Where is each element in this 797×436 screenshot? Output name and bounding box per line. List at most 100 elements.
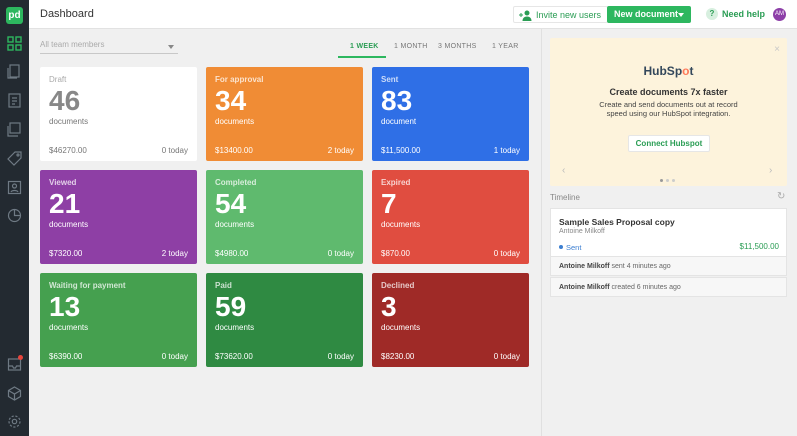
card-unit: documents: [215, 220, 255, 229]
connect-hubspot-button[interactable]: Connect Hubspot: [628, 135, 710, 152]
timeline-document-value: $11,500.00: [739, 242, 779, 251]
invite-users-button[interactable]: Invite new users: [513, 6, 609, 23]
invite-users-label: Invite new users: [536, 10, 602, 20]
card-amount: $11,500.00: [381, 146, 421, 155]
status-card-for-approval[interactable]: For approval 34 documents $13400.00 2 to…: [206, 67, 363, 161]
close-icon[interactable]: ×: [774, 44, 780, 55]
card-today: 2 today: [327, 146, 354, 155]
timeline-document-card[interactable]: Sample Sales Proposal copy Antoine Milko…: [550, 208, 787, 256]
hubspot-logo-sprocket: o: [682, 64, 690, 78]
card-amount: $73620.00: [215, 352, 253, 361]
catalog-icon[interactable]: [7, 151, 22, 166]
card-today: 0 today: [161, 146, 188, 155]
card-amount: $46270.00: [49, 146, 87, 155]
card-unit: document: [381, 117, 417, 126]
card-amount: $13400.00: [215, 146, 253, 155]
card-unit: documents: [215, 323, 255, 332]
status-card-waiting-for-payment[interactable]: Waiting for payment 13 documents $6390.0…: [40, 273, 197, 367]
contacts-icon[interactable]: [7, 180, 22, 195]
carousel-dots: [660, 169, 678, 187]
card-today: 0 today: [493, 249, 520, 258]
card-today: 0 today: [493, 352, 520, 361]
card-today: 0 today: [327, 249, 354, 258]
documents-icon[interactable]: [7, 64, 22, 79]
new-document-button[interactable]: New document: [607, 6, 691, 23]
chevron-left-icon[interactable]: ‹: [562, 165, 566, 176]
card-unit: documents: [215, 117, 255, 126]
card-today: 0 today: [161, 352, 188, 361]
card-count: 59: [215, 291, 247, 322]
team-members-placeholder: All team members: [40, 40, 105, 49]
avatar[interactable]: AM: [773, 8, 786, 21]
promo-description: Create and send documents out at record …: [599, 100, 738, 118]
card-label: For approval: [215, 75, 264, 84]
top-header: Dashboard Invite new users New document …: [29, 0, 797, 29]
timeline-document-author: Antoine Milkoff: [559, 228, 605, 235]
card-label: Sent: [381, 75, 399, 84]
left-nav-rail: pd: [0, 0, 29, 436]
status-badge: Sent: [559, 243, 581, 252]
status-card-completed[interactable]: Completed 54 documents $4980.00 0 today: [206, 170, 363, 264]
timeline-event: Antoine Milkoff sent 4 minutes ago: [550, 256, 787, 276]
card-count: 3: [381, 291, 397, 322]
promo-headline: Create documents 7x faster: [609, 87, 728, 97]
help-icon: ?: [706, 8, 718, 20]
add-user-icon: [519, 10, 532, 21]
panel-divider: [541, 29, 542, 436]
card-label: Waiting for payment: [49, 281, 126, 290]
settings-icon[interactable]: [7, 414, 22, 429]
integrations-icon[interactable]: [7, 386, 22, 401]
range-tab-1-month[interactable]: 1 MONTH: [394, 43, 428, 50]
chevron-down-icon: [168, 45, 174, 49]
card-amount: $7320.00: [49, 249, 83, 258]
timeline-event-user: Antoine Milkoff: [559, 263, 610, 270]
card-label: Viewed: [49, 178, 77, 187]
carousel-dot[interactable]: [666, 179, 669, 182]
team-members-select[interactable]: All team members: [40, 40, 178, 54]
card-label: Expired: [381, 178, 411, 187]
hubspot-logo: HubSpot: [550, 64, 787, 78]
card-count: 21: [49, 188, 81, 219]
need-help-button[interactable]: ? Need help: [706, 8, 765, 21]
hubspot-promo-card: × HubSpot Create documents 7x faster Cre…: [550, 38, 787, 186]
card-amount: $8230.00: [381, 352, 415, 361]
status-card-draft[interactable]: Draft 46 documents $46270.00 0 today: [40, 67, 197, 161]
need-help-label: Need help: [722, 9, 766, 19]
status-card-viewed[interactable]: Viewed 21 documents $7320.00 2 today: [40, 170, 197, 264]
card-count: 34: [215, 85, 247, 116]
inbox-icon[interactable]: [7, 357, 22, 372]
templates-icon[interactable]: [7, 93, 22, 108]
page-title: Dashboard: [40, 8, 94, 20]
reports-icon[interactable]: [7, 208, 22, 223]
card-unit: documents: [381, 220, 421, 229]
status-card-paid[interactable]: Paid 59 documents $73620.00 0 today: [206, 273, 363, 367]
status-card-sent[interactable]: Sent 83 document $11,500.00 1 today: [372, 67, 529, 161]
status-card-declined[interactable]: Declined 3 documents $8230.00 0 today: [372, 273, 529, 367]
card-unit: documents: [49, 323, 89, 332]
card-label: Draft: [49, 75, 67, 84]
content-library-icon[interactable]: [7, 122, 22, 137]
carousel-dot[interactable]: [660, 179, 663, 182]
card-count: 54: [215, 188, 247, 219]
timeline-title: Timeline: [550, 193, 580, 202]
card-label: Completed: [215, 178, 257, 187]
refresh-icon[interactable]: ↻: [777, 191, 786, 202]
timeline-event-text: created 6 minutes ago: [611, 284, 681, 291]
card-unit: documents: [381, 323, 421, 332]
timeline-document-title: Sample Sales Proposal copy: [559, 217, 675, 227]
card-label: Paid: [215, 281, 232, 290]
dashboard-icon[interactable]: [7, 36, 22, 51]
pandadoc-logo[interactable]: pd: [6, 7, 23, 24]
range-tab-3-months[interactable]: 3 MONTHS: [438, 43, 477, 50]
hubspot-logo-text-end: t: [689, 64, 694, 78]
chevron-right-icon[interactable]: ›: [769, 165, 773, 176]
range-tab-1-year[interactable]: 1 YEAR: [492, 43, 519, 50]
card-amount: $6390.00: [49, 352, 83, 361]
status-card-expired[interactable]: Expired 7 documents $870.00 0 today: [372, 170, 529, 264]
card-count: 13: [49, 291, 81, 322]
range-tab-1-week[interactable]: 1 WEEK: [350, 43, 379, 50]
carousel-dot[interactable]: [672, 179, 675, 182]
card-count: 83: [381, 85, 413, 116]
hubspot-logo-text: HubSp: [643, 64, 683, 78]
card-label: Declined: [381, 281, 415, 290]
